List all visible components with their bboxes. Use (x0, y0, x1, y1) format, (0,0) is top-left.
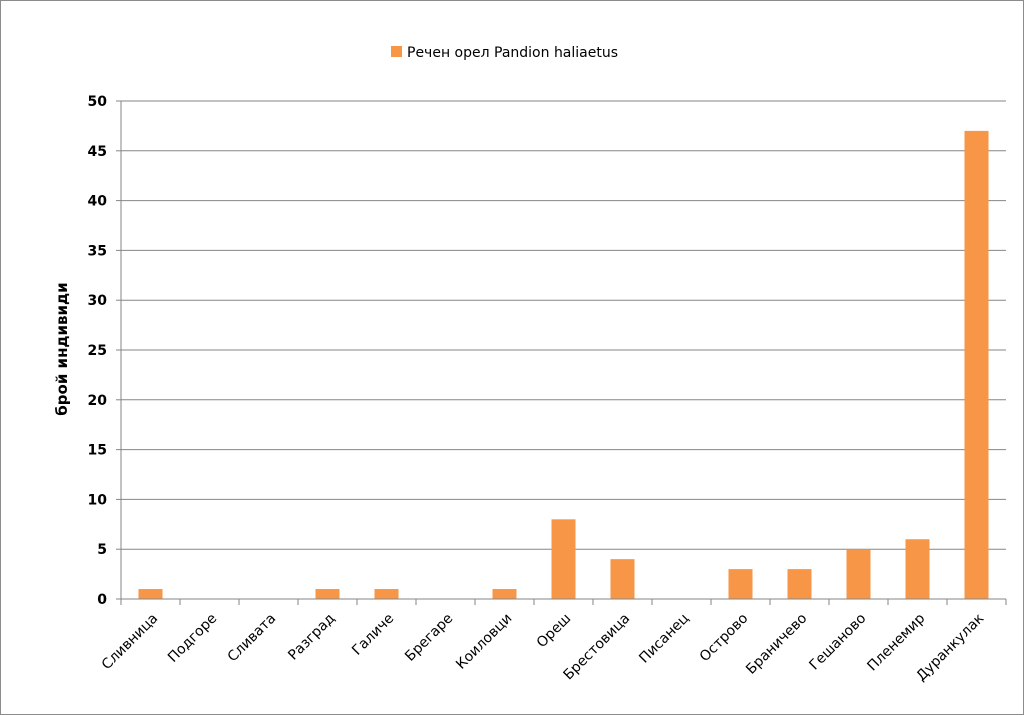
x-tick-label: Брегаре (402, 611, 456, 665)
x-tick-label: Подгоре (165, 611, 220, 666)
bars (138, 130, 989, 599)
legend-label: Речен орел Pandion haliaetus (407, 45, 618, 61)
x-tick-label: Пленемир (864, 610, 928, 674)
x-tick-label: Галиче (349, 611, 397, 659)
y-tick-label: 30 (88, 293, 108, 309)
x-tick-label: Браничево (743, 611, 810, 678)
y-axis-ticks: 0 5 10 15 20 25 30 35 40 45 50 (88, 94, 122, 608)
x-tick-label: Разград (285, 611, 338, 664)
y-tick-label: 45 (88, 144, 107, 160)
x-tick-label: Ореш (534, 611, 575, 652)
x-tick-label: Гешаново (806, 611, 869, 674)
x-axis-labels: Сливница Подгоре Сливата Разград Галиче Брега… (99, 610, 988, 684)
x-tick-label: Сливата (225, 611, 280, 666)
y-tick-label: 5 (97, 542, 107, 558)
bar (551, 519, 576, 599)
legend-swatch (391, 46, 402, 57)
bar (846, 549, 871, 599)
y-tick-label: 10 (88, 492, 108, 508)
bar (905, 539, 930, 599)
bar (374, 589, 399, 599)
gridlines (121, 100, 1006, 550)
x-tick-label: Писанец (636, 611, 692, 667)
bar (610, 559, 635, 599)
bar (728, 569, 753, 599)
x-tick-label: Сливница (99, 611, 162, 674)
bar (492, 589, 517, 599)
legend: Речен орел Pandion haliaetus (391, 45, 618, 61)
bar (964, 130, 989, 599)
x-axis (120, 598, 1007, 605)
bar (787, 569, 812, 599)
y-tick-label: 15 (88, 443, 107, 459)
y-tick-label: 0 (97, 592, 107, 608)
y-tick-label: 20 (88, 393, 108, 409)
bar (315, 589, 340, 599)
y-tick-label: 50 (88, 94, 108, 110)
y-tick-label: 25 (88, 343, 107, 359)
x-tick-label: Коиловци (453, 611, 515, 673)
x-tick-label: Острово (697, 611, 752, 666)
y-tick-label: 40 (88, 194, 108, 210)
bar (138, 589, 163, 599)
y-axis-title: брой индивиди (53, 282, 71, 415)
y-tick-label: 35 (88, 243, 107, 259)
